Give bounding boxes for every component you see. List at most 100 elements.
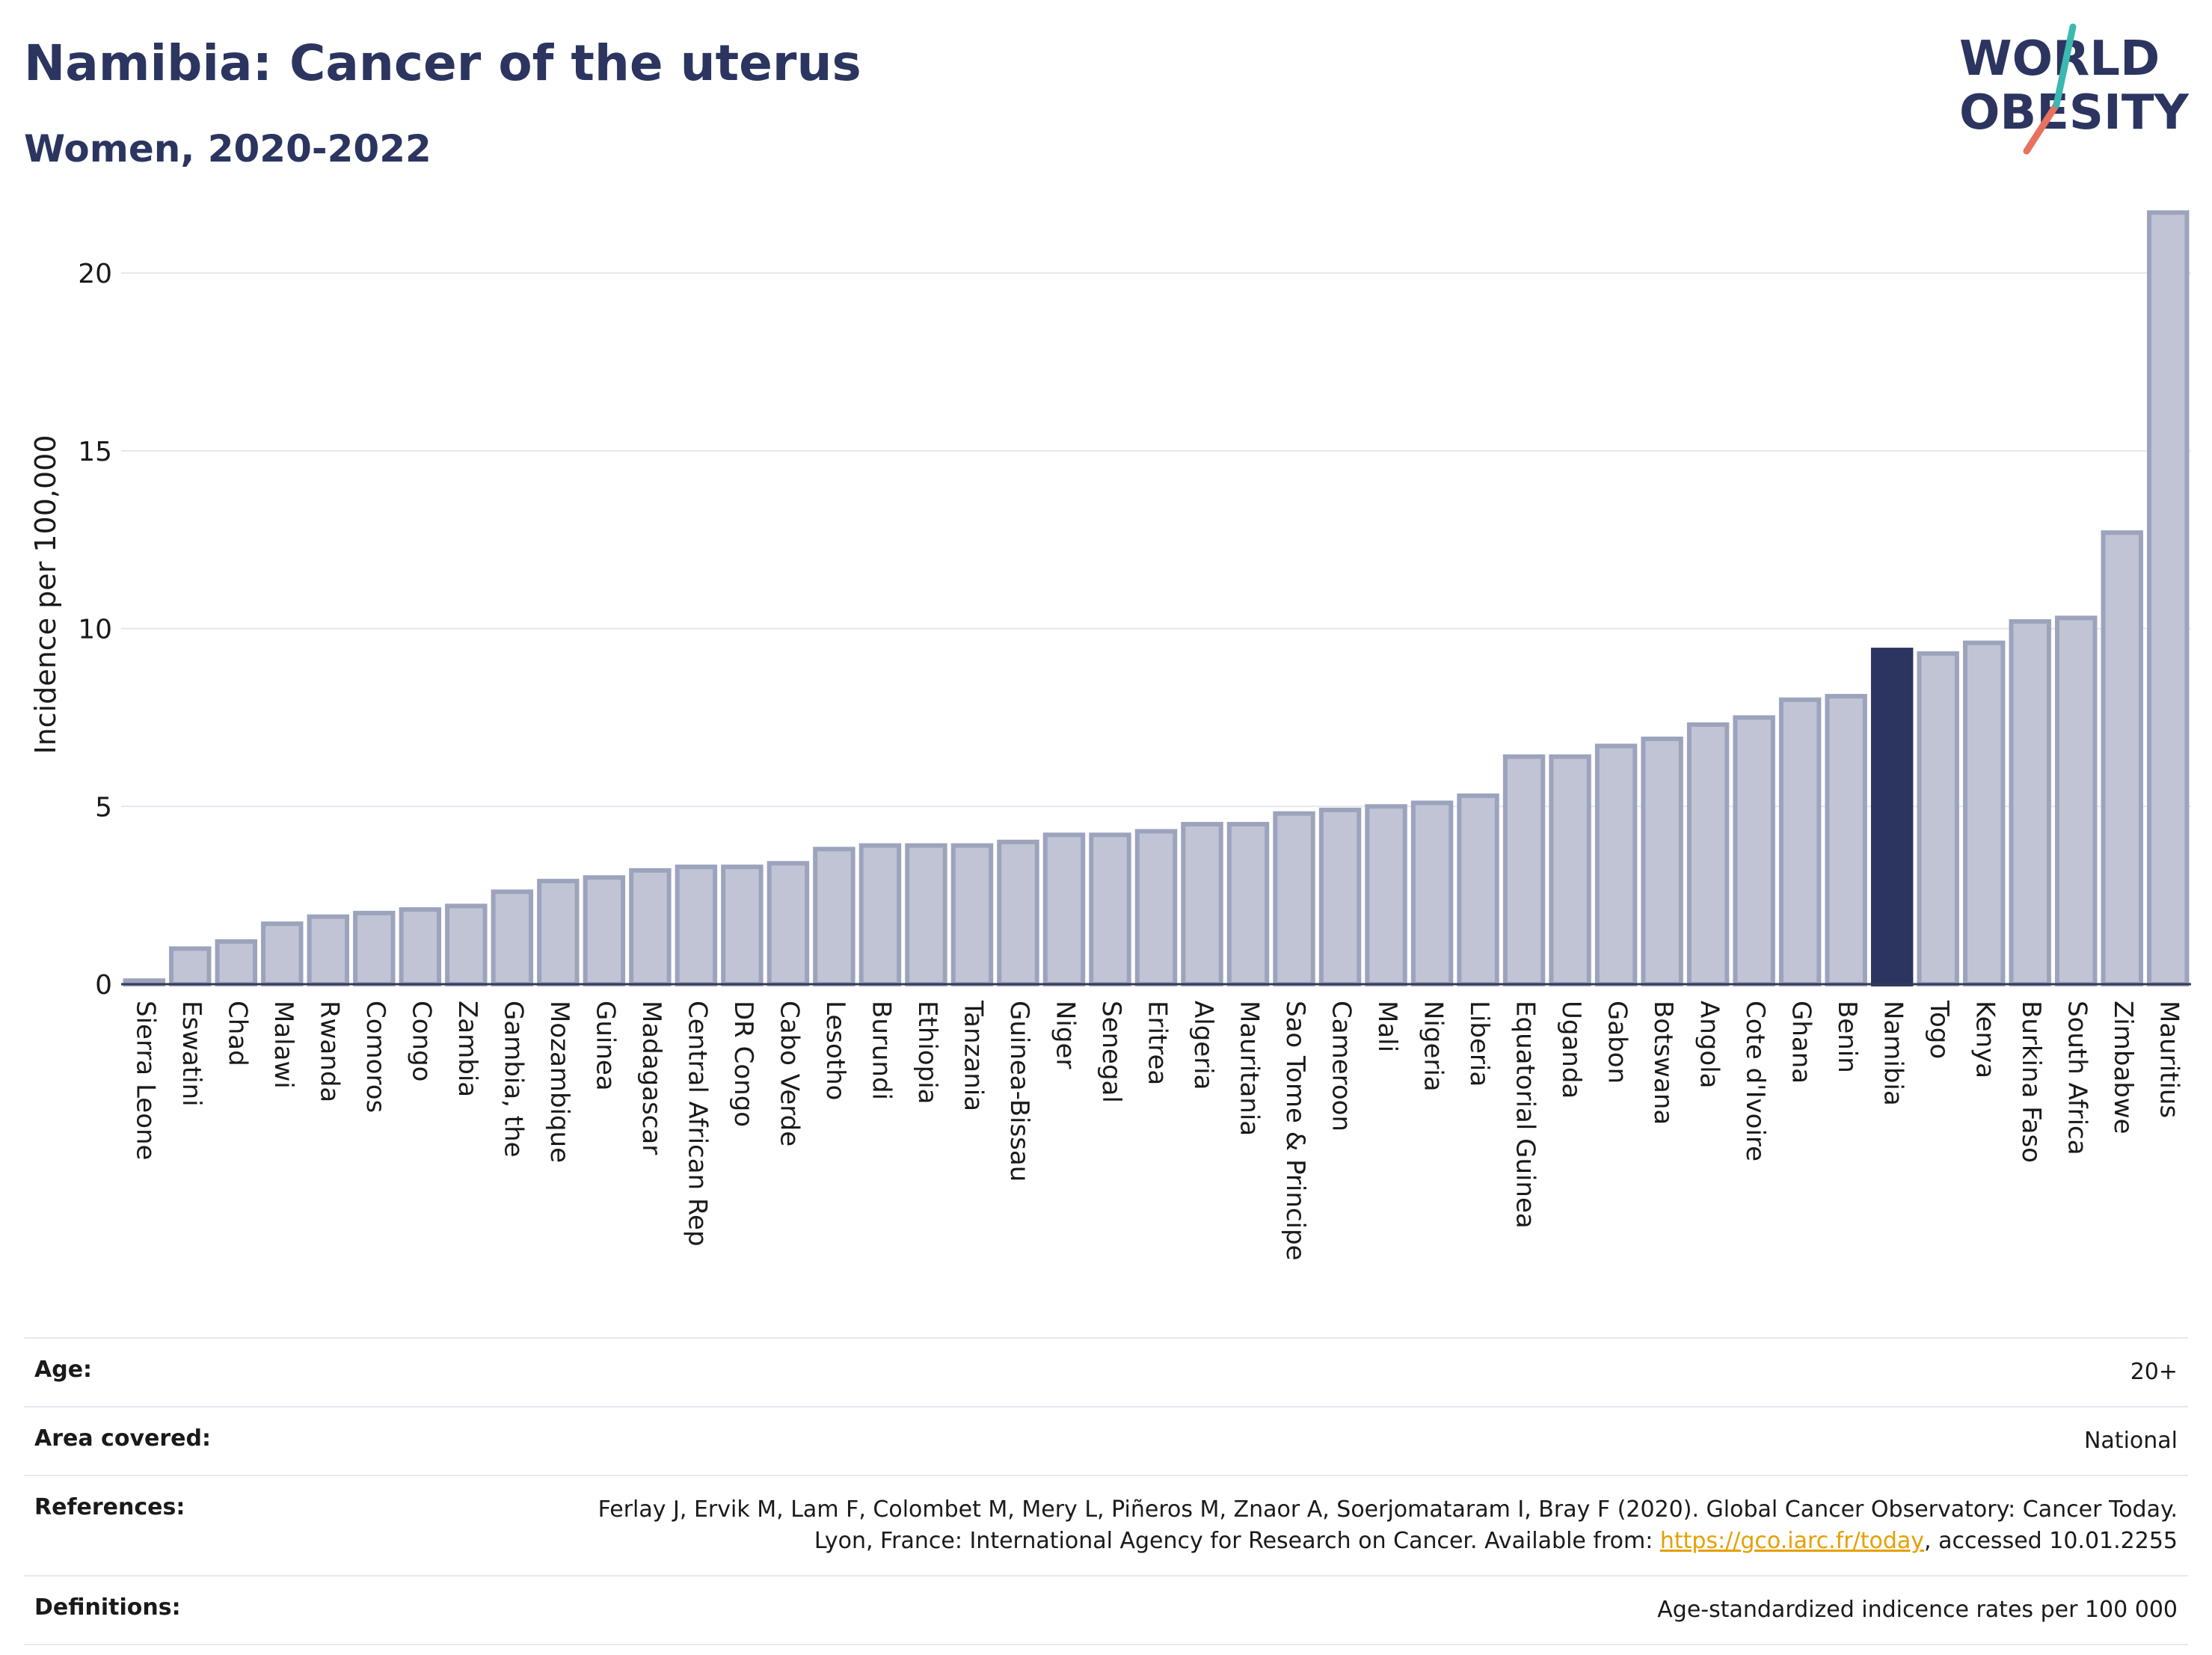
bar-comoros bbox=[353, 910, 396, 986]
bar-rwanda bbox=[307, 914, 350, 987]
x-tick-label: Botswana bbox=[1648, 1001, 1678, 1125]
x-tick-label: Congo bbox=[406, 1001, 436, 1081]
y-tick-label: 0 bbox=[95, 970, 112, 1001]
y-tick-label: 20 bbox=[78, 259, 112, 289]
age-label: Age: bbox=[34, 1357, 93, 1383]
x-tick-label: Lesotho bbox=[820, 1001, 850, 1100]
chart-subtitle: Women, 2020-2022 bbox=[24, 127, 431, 171]
x-tick-label: South Africa bbox=[2062, 1001, 2092, 1155]
age-value: 20+ bbox=[2130, 1359, 2178, 1385]
x-tick-label: Benin bbox=[1832, 1001, 1862, 1073]
bar-ghana bbox=[1778, 697, 1822, 986]
bar-benin bbox=[1825, 693, 1867, 987]
bar-mauritania bbox=[1226, 822, 1270, 986]
bar-eswatini bbox=[169, 946, 212, 987]
bar-namibia bbox=[1870, 648, 1914, 987]
definitions-label: Definitions: bbox=[34, 1594, 181, 1621]
bar-madagascar bbox=[629, 868, 672, 986]
world-obesity-logo: WORLD OBESITY bbox=[1959, 23, 2189, 155]
bar-eritrea bbox=[1134, 829, 1178, 987]
bar-botswana bbox=[1641, 736, 1683, 986]
bar-mozambique bbox=[537, 879, 580, 986]
x-tick-label: Uganda bbox=[1556, 1001, 1586, 1099]
x-tick-label: Kenya bbox=[1970, 1001, 2000, 1078]
x-tick-label: Gabon bbox=[1603, 1001, 1632, 1084]
references-text: Ferlay J, Ervik M, Lam F, Colombet M, Me… bbox=[597, 1496, 2178, 1554]
bar-tanzania bbox=[950, 843, 994, 987]
x-tick-label: Guinea bbox=[590, 1001, 620, 1091]
x-tick-label: Ghana bbox=[1787, 1001, 1816, 1084]
x-tick-label: Madagascar bbox=[636, 1001, 666, 1155]
bar-burkina-faso bbox=[2009, 619, 2051, 986]
bar-guinea-bissau bbox=[997, 839, 1039, 987]
y-tick-label: 10 bbox=[78, 615, 112, 645]
x-tick-label: Angola bbox=[1695, 1001, 1724, 1088]
x-tick-label: Rwanda bbox=[314, 1001, 344, 1102]
x-tick-label: Comoros bbox=[360, 1001, 390, 1113]
x-tick-label: Ethiopia bbox=[912, 1001, 942, 1104]
bar-mauritius bbox=[2147, 210, 2190, 986]
bar-mali bbox=[1365, 804, 1407, 986]
bar-liberia bbox=[1457, 793, 1499, 986]
bar-chart: Sierra Leone Eswatini Chad Malawi Rwanda Como… bbox=[29, 210, 2191, 1261]
x-tick-label: Togo bbox=[1924, 1000, 1954, 1059]
x-tick-label: Mauritius bbox=[2154, 1001, 2184, 1118]
y-tick-labels: 0 5 10 15 20 bbox=[78, 259, 112, 1001]
x-tick-label: Mauritania bbox=[1235, 1001, 1265, 1136]
bar-kenya bbox=[1962, 640, 2006, 987]
area-value: National bbox=[2083, 1428, 2178, 1454]
y-tick-label: 5 bbox=[95, 792, 112, 823]
bar-gambia-the bbox=[491, 889, 534, 987]
references-value: Ferlay J, Ervik M, Lam F, Colombet M, Me… bbox=[532, 1494, 2178, 1557]
x-tick-label: Eritrea bbox=[1143, 1001, 1173, 1085]
bar-burundi bbox=[858, 843, 902, 987]
x-tick-label: Mali bbox=[1372, 1001, 1402, 1052]
bar-algeria bbox=[1181, 822, 1223, 986]
bar-angola bbox=[1686, 722, 1730, 986]
x-tick-label: Cote d'Ivoire bbox=[1740, 1001, 1770, 1161]
references-link[interactable]: https://gco.iarc.fr/today bbox=[1659, 1528, 1925, 1554]
x-tick-label: Burundi bbox=[866, 1001, 896, 1100]
x-tick-label: Cabo Verde bbox=[774, 1001, 804, 1146]
bar-cameroon bbox=[1318, 808, 1362, 986]
bar-guinea bbox=[583, 875, 626, 987]
bar-senegal bbox=[1089, 832, 1131, 986]
bar-zimbabwe bbox=[2101, 530, 2143, 986]
x-tick-label: Zambia bbox=[452, 1001, 482, 1097]
x-tick-label: Sao Tome & Principe bbox=[1280, 1001, 1310, 1261]
bar-niger bbox=[1042, 832, 1086, 986]
definitions-row: Definitions: Age-standardized indicence … bbox=[24, 1575, 2188, 1645]
x-tick-label: Gambia, the bbox=[498, 1001, 528, 1158]
bar-malawi bbox=[261, 921, 304, 986]
bar-dr-congo bbox=[721, 865, 764, 986]
x-tick-label: Mozambique bbox=[544, 1001, 574, 1163]
chart-title: Namibia: Cancer of the uterus bbox=[24, 34, 861, 92]
x-tick-label: Malawi bbox=[268, 1001, 298, 1089]
bar-chad bbox=[215, 939, 257, 986]
area-label: Area covered: bbox=[34, 1425, 211, 1452]
area-row: Area covered: National bbox=[24, 1406, 2188, 1475]
x-tick-label: Zimbabwe bbox=[2108, 1001, 2138, 1134]
x-tick-label: Burkina Faso bbox=[2016, 1001, 2046, 1163]
x-tick-label: Liberia bbox=[1464, 1001, 1494, 1087]
bar-ethiopia bbox=[905, 843, 947, 987]
bar-togo bbox=[1917, 651, 1959, 986]
x-tick-label: Niger bbox=[1050, 1001, 1080, 1069]
info-table: Age: 20+ Area covered: National Referenc… bbox=[24, 1337, 2188, 1645]
bar-cote-d-ivoire bbox=[1733, 715, 1775, 987]
x-tick-label: Central African Rep bbox=[682, 1001, 712, 1247]
definitions-value: Age-standardized indicence rates per 100… bbox=[1657, 1597, 2178, 1623]
bar-lesotho bbox=[813, 847, 855, 986]
bar-central-african-rep bbox=[675, 865, 718, 986]
x-tick-label: DR Congo bbox=[728, 1001, 758, 1127]
bar-congo bbox=[399, 907, 442, 986]
bar-equatorial-guinea bbox=[1502, 754, 1546, 987]
bar-nigeria bbox=[1410, 800, 1454, 986]
bar-cabo-verde bbox=[766, 861, 810, 986]
x-tick-label: Senegal bbox=[1096, 1001, 1126, 1103]
bars bbox=[123, 210, 2190, 987]
bar-south-africa bbox=[2055, 615, 2098, 986]
references-suffix: , accessed 10.01.2255 bbox=[1924, 1528, 2178, 1554]
x-tick-label: Namibia bbox=[1878, 1001, 1908, 1106]
bar-zambia bbox=[445, 903, 488, 987]
